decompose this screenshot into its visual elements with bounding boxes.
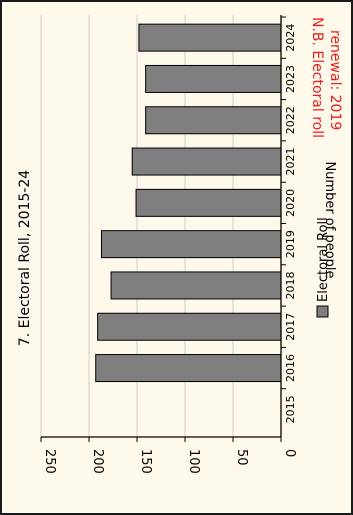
- category-label-2016: 2016: [284, 354, 297, 382]
- category-label-2017: 2017: [284, 313, 297, 341]
- annotation-line-1: N.B. Electoral roll: [309, 17, 325, 138]
- bar-2017: [97, 312, 282, 341]
- bar-2019: [100, 230, 282, 259]
- bar-layer: [95, 23, 282, 383]
- category-label-2019: 2019: [284, 230, 297, 258]
- category-label-2024: 2024: [284, 24, 297, 52]
- category-label-2020: 2020: [284, 189, 297, 217]
- bar-2024: [138, 23, 282, 52]
- value-tick-label: 100: [186, 449, 201, 474]
- value-tick-label: 200: [90, 449, 105, 474]
- bar-2022: [145, 106, 282, 135]
- bar-2016: [95, 354, 282, 383]
- value-tick-label: 50: [234, 449, 249, 466]
- category-label-2023: 2023: [284, 65, 297, 93]
- legend-swatch: [316, 305, 329, 318]
- value-tick-label: 150: [138, 449, 153, 474]
- chart-title: 7. Electoral Roll, 2015-24: [17, 170, 33, 347]
- annotation-line-2: renewal: 2019: [327, 30, 343, 130]
- bar-2023: [145, 64, 282, 93]
- bar-2018: [110, 271, 282, 300]
- category-label-2018: 2018: [284, 271, 297, 299]
- y-axis-label: Number of people: [322, 161, 337, 278]
- legend-label: Electoral Roll: [316, 217, 331, 302]
- bar-2020: [135, 188, 282, 217]
- bar-2021: [131, 147, 282, 176]
- category-label-2015: 2015: [284, 395, 297, 423]
- category-label-2021: 2021: [284, 148, 297, 176]
- category-label-2022: 2022: [284, 106, 297, 134]
- value-tick-label: 0: [282, 449, 297, 457]
- legend: Electoral Roll: [316, 217, 331, 318]
- value-tick-label: 250: [42, 449, 57, 474]
- annotation: N.B. Electoral roll renewal: 2019: [309, 17, 343, 138]
- axis-layer: 0 50 100 150 200 250 2015 2016 2017 2018 2019 2020 2…: [40, 15, 297, 474]
